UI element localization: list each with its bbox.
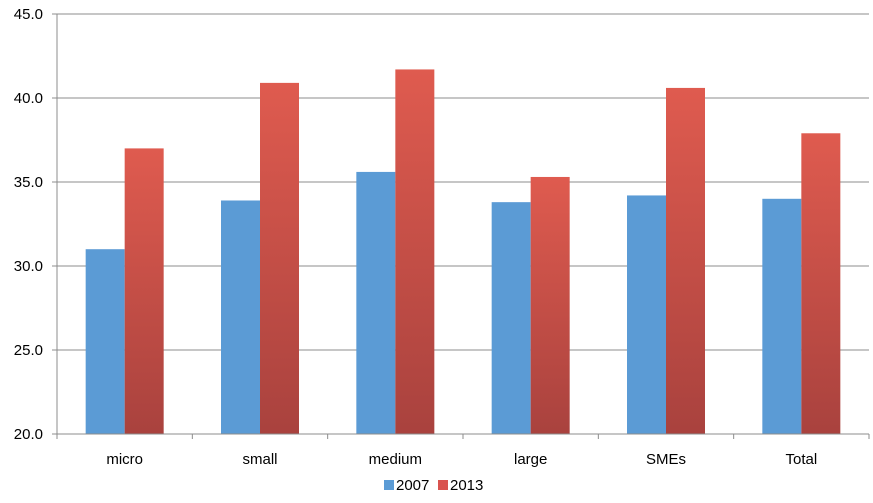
bar-2013-large bbox=[530, 176, 570, 434]
bar-2007-smes bbox=[627, 195, 666, 434]
bar-2007-large bbox=[491, 202, 531, 434]
x-tick-label: SMEs bbox=[646, 451, 686, 468]
bar-2013-medium bbox=[395, 69, 435, 434]
x-tick-label: large bbox=[514, 451, 547, 468]
y-tick-label: 20.0 bbox=[14, 426, 43, 443]
legend-swatch-2013 bbox=[438, 480, 448, 490]
bars bbox=[85, 69, 841, 435]
bar-2007-small bbox=[221, 200, 260, 434]
y-tick-label: 35.0 bbox=[14, 174, 43, 191]
bar-2007-total bbox=[762, 198, 802, 434]
legend-label-2007: 2007 bbox=[396, 477, 429, 494]
x-tick-label: medium bbox=[369, 451, 422, 468]
legend-swatch-2007 bbox=[384, 480, 394, 490]
x-tick-label: small bbox=[242, 451, 277, 468]
bar-2013-small bbox=[260, 82, 299, 434]
y-tick-label: 40.0 bbox=[14, 90, 43, 107]
legend: 2007 2013 bbox=[384, 477, 483, 494]
tick-labels: 20.0 25.0 30.0 35.0 40.0 45.0 micro small medium… bbox=[14, 6, 817, 468]
axes bbox=[52, 13, 870, 439]
x-tick-label: Total bbox=[785, 451, 817, 468]
y-tick-label: 30.0 bbox=[14, 258, 43, 275]
y-tick-label: 25.0 bbox=[14, 342, 43, 359]
y-tick-label: 45.0 bbox=[14, 6, 43, 23]
bar-2007-medium bbox=[356, 171, 396, 435]
bar-2007-micro bbox=[85, 249, 125, 434]
gridlines bbox=[57, 13, 869, 351]
legend-label-2013: 2013 bbox=[450, 477, 483, 494]
bar-2013-smes bbox=[666, 87, 705, 435]
x-tick-label: micro bbox=[106, 451, 143, 468]
bar-2013-total bbox=[801, 133, 841, 434]
bar-2013-micro bbox=[124, 148, 164, 434]
